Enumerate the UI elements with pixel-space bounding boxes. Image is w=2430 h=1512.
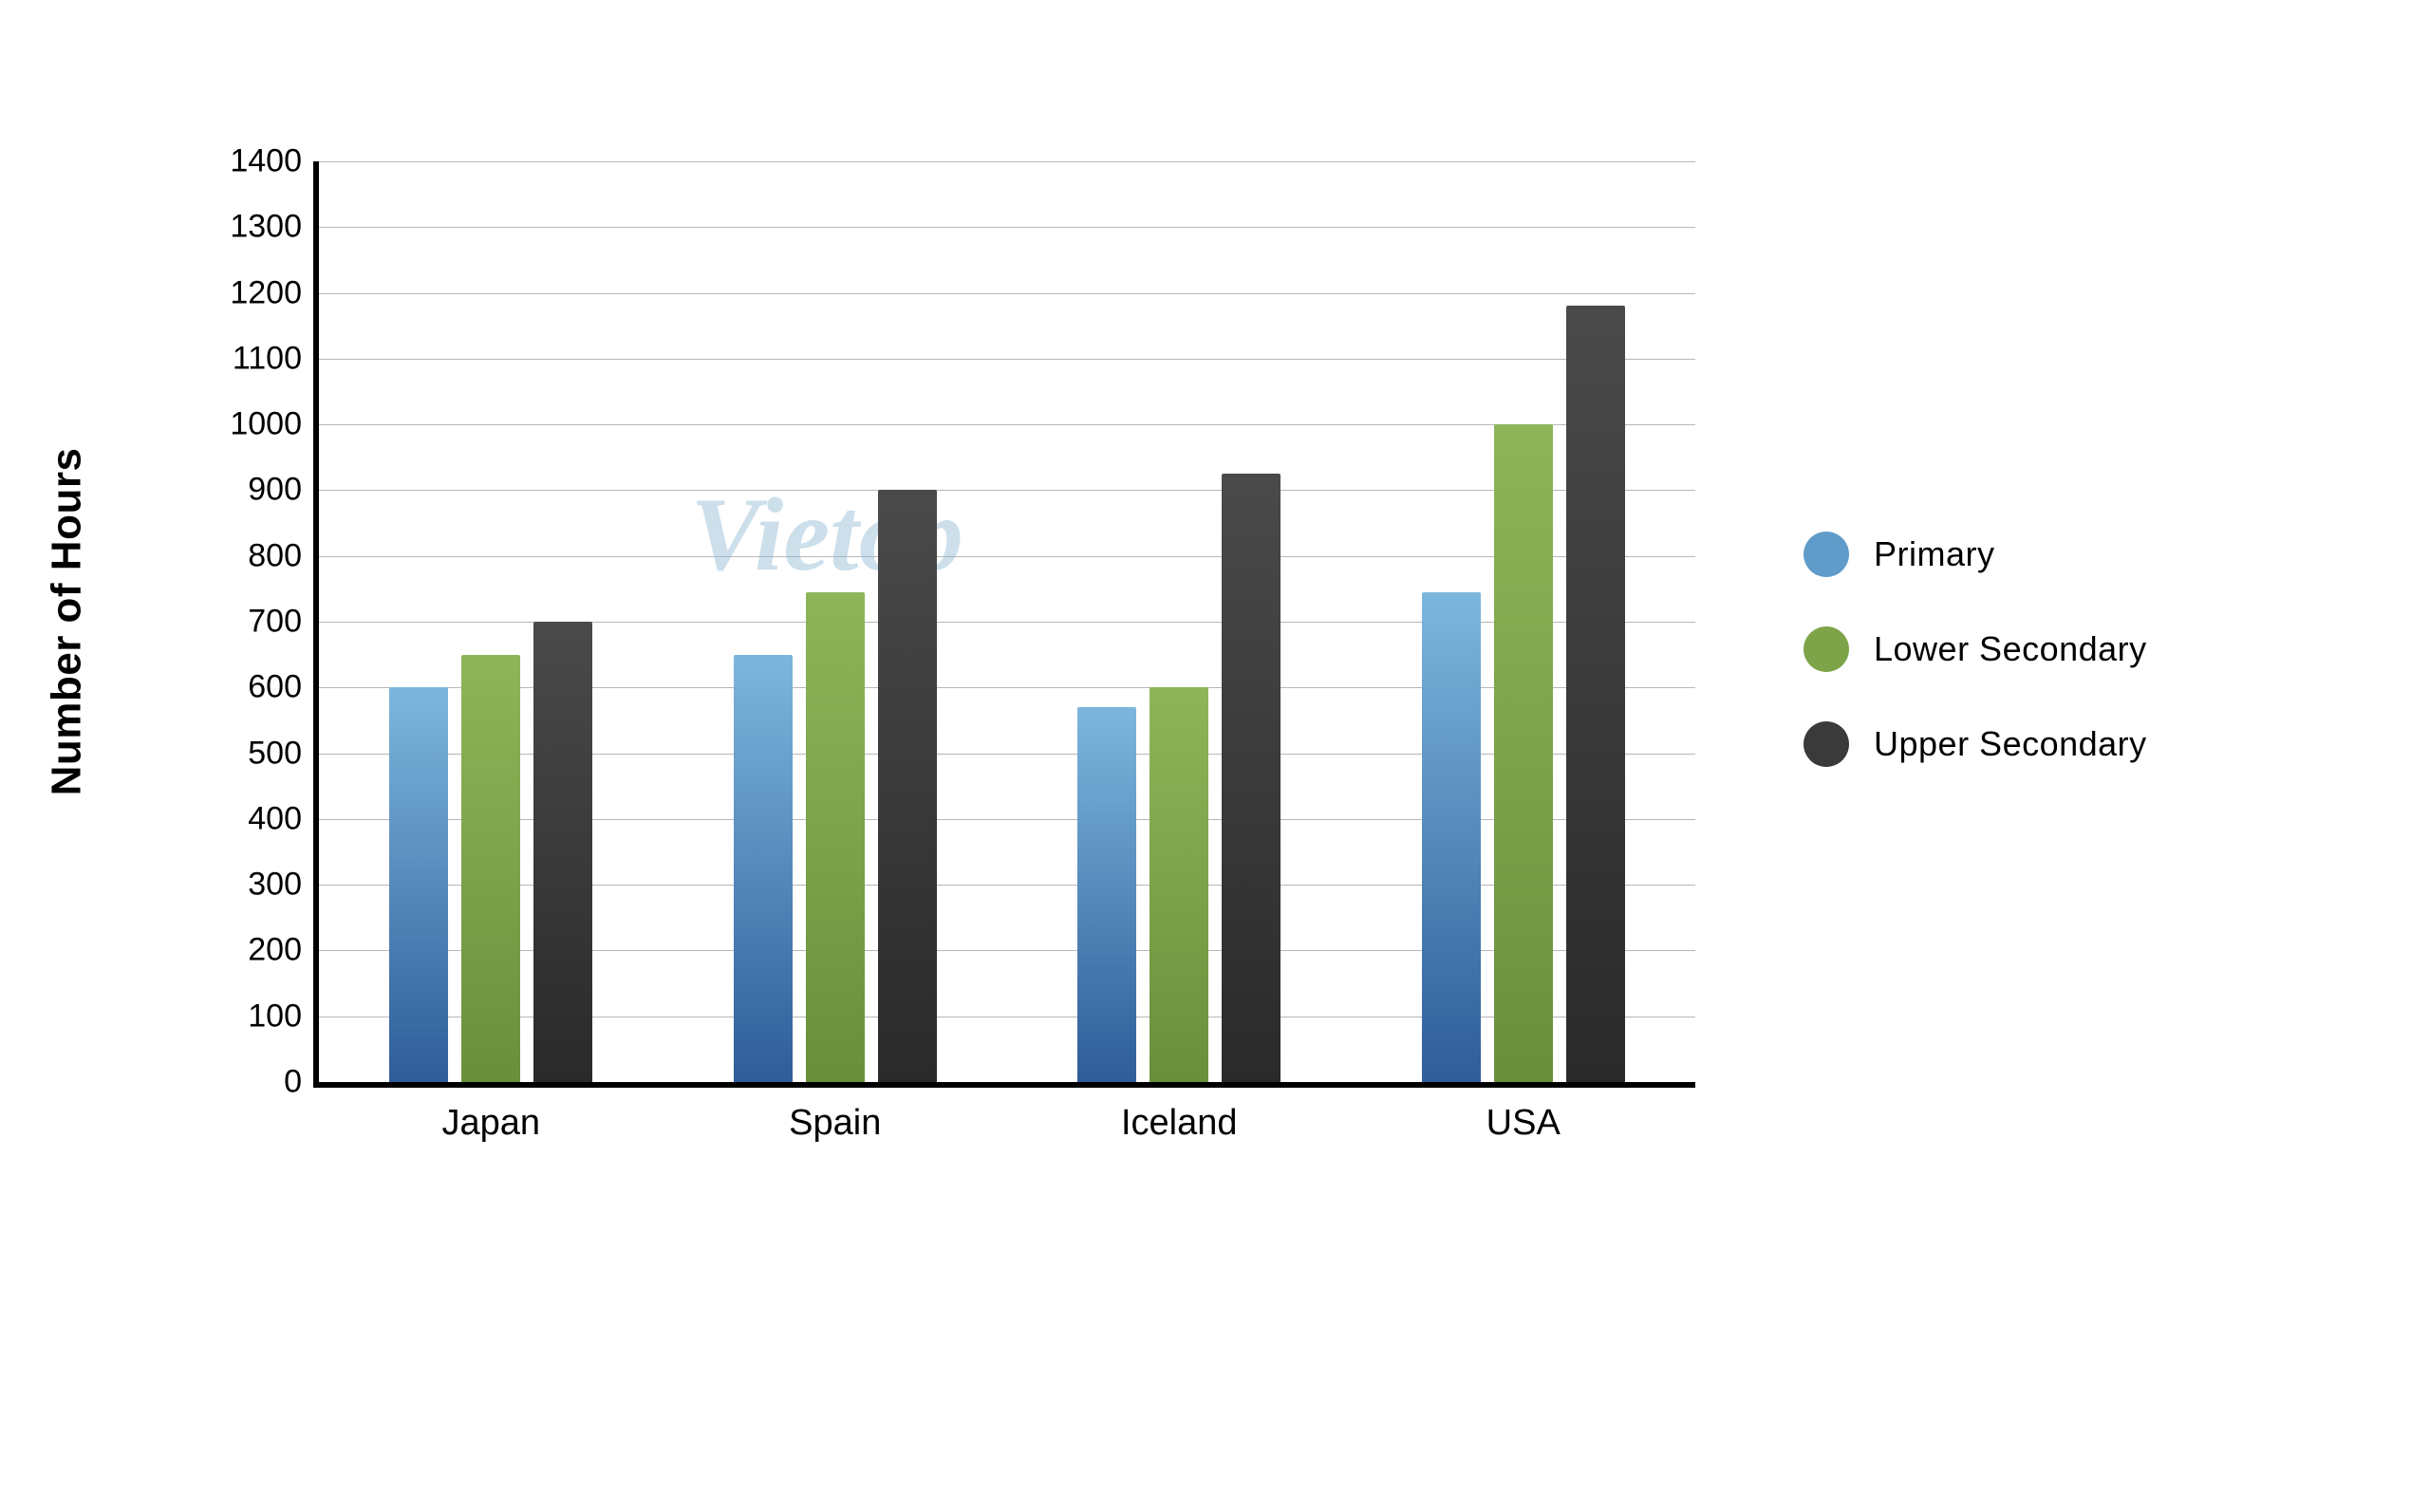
legend-label: Lower Secondary xyxy=(1874,629,2147,669)
y-tick-label: 0 xyxy=(284,1064,302,1101)
y-tick-label: 100 xyxy=(248,998,302,1035)
bar xyxy=(389,687,448,1082)
y-tick-label: 1100 xyxy=(233,340,302,377)
legend-swatch-icon xyxy=(1804,532,1849,577)
bar xyxy=(461,655,520,1082)
bar-group xyxy=(389,622,592,1082)
bar-group xyxy=(1422,306,1625,1082)
x-tick-label: Japan xyxy=(441,1103,540,1144)
chart-area: Number of Hours 010020030040050060070080… xyxy=(152,161,1709,1205)
x-tick-label: Iceland xyxy=(1121,1103,1238,1144)
bar xyxy=(1222,474,1280,1082)
bar xyxy=(1494,424,1553,1082)
plot-area: 0100200300400500600700800900100011001200… xyxy=(313,161,1695,1088)
bar-group xyxy=(1077,474,1280,1082)
y-tick-label: 500 xyxy=(248,735,302,772)
bar xyxy=(734,655,793,1082)
bar xyxy=(806,592,865,1082)
y-axis-title-text: Number of Hours xyxy=(43,448,90,796)
bar xyxy=(1422,592,1481,1082)
y-tick-label: 600 xyxy=(248,669,302,706)
y-tick-label: 700 xyxy=(248,604,302,641)
bar xyxy=(1566,306,1625,1082)
y-tick-label: 1200 xyxy=(230,274,302,311)
legend: Primary Lower Secondary Upper Secondary xyxy=(1804,532,2147,767)
legend-item: Primary xyxy=(1804,532,2147,577)
x-tick-label: Spain xyxy=(789,1103,881,1144)
bar xyxy=(1150,687,1208,1082)
legend-item: Upper Secondary xyxy=(1804,721,2147,767)
grid-line xyxy=(319,227,1695,228)
legend-item: Lower Secondary xyxy=(1804,626,2147,672)
legend-swatch-icon xyxy=(1804,721,1849,767)
grid-line xyxy=(319,293,1695,294)
y-tick-label: 200 xyxy=(248,932,302,969)
grid-line xyxy=(319,161,1695,162)
bar xyxy=(1077,707,1136,1082)
y-axis-title: Number of Hours xyxy=(38,161,95,1082)
y-tick-label: 1400 xyxy=(230,143,302,180)
chart-canvas: Number of Hours 010020030040050060070080… xyxy=(0,0,2430,1512)
y-tick-label: 1300 xyxy=(230,209,302,246)
bar xyxy=(878,490,937,1082)
y-tick-label: 1000 xyxy=(230,406,302,443)
legend-label: Upper Secondary xyxy=(1874,724,2147,764)
y-tick-label: 900 xyxy=(248,472,302,509)
legend-label: Primary xyxy=(1874,534,1995,574)
y-tick-label: 400 xyxy=(248,800,302,837)
y-tick-label: 300 xyxy=(248,867,302,904)
bar-group xyxy=(734,490,937,1082)
y-tick-label: 800 xyxy=(248,537,302,574)
x-tick-label: USA xyxy=(1486,1103,1561,1144)
legend-swatch-icon xyxy=(1804,626,1849,672)
bar xyxy=(533,622,592,1082)
